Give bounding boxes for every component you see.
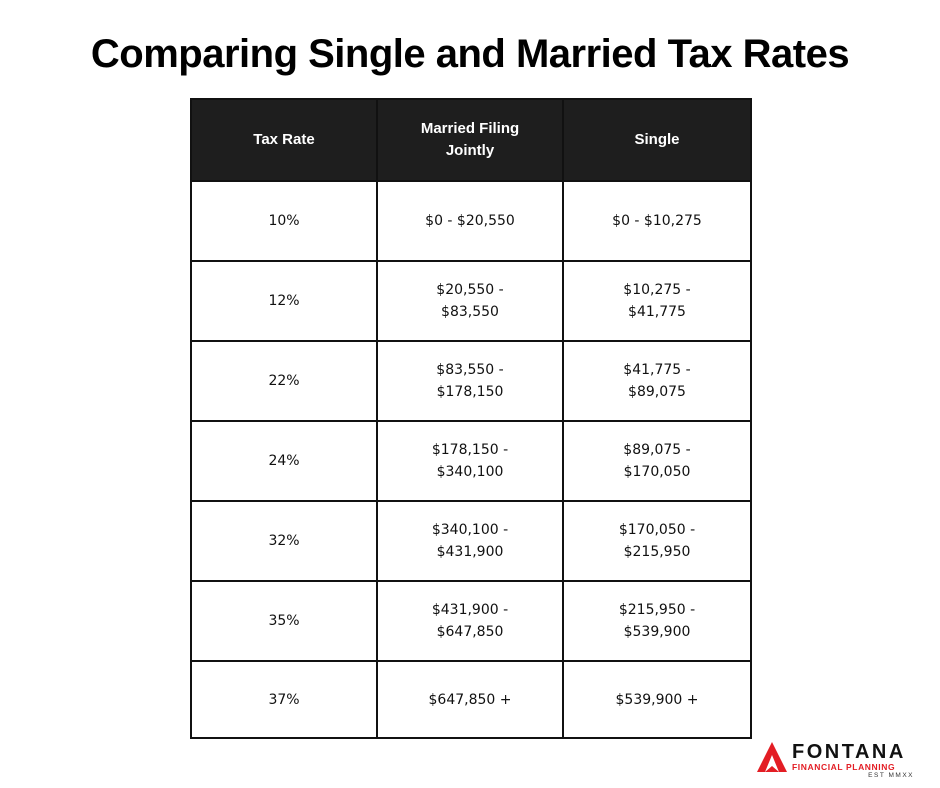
married-range-cell: $83,550 - $178,150	[376, 340, 564, 422]
tax-rate-cell: 22%	[190, 340, 378, 422]
table-row: 32% $340,100 - $431,900 $170,050 - $215,…	[190, 500, 752, 582]
married-range-cell: $340,100 - $431,900	[376, 500, 564, 582]
fontana-logo: FONTANA FINANCIAL PLANNING EST MMXX	[756, 741, 916, 781]
married-range-cell: $0 - $20,550	[376, 180, 564, 262]
tax-rate-cell: 32%	[190, 500, 378, 582]
tax-rate-cell: 12%	[190, 260, 378, 342]
table-header-row: Tax Rate Married Filing Jointly Single	[190, 98, 752, 182]
logo-est: EST MMXX	[868, 772, 914, 779]
tax-rate-table: Tax Rate Married Filing Jointly Single 1…	[190, 98, 752, 739]
header-single: Single	[562, 98, 752, 182]
single-range-cell: $89,075 - $170,050	[562, 420, 752, 502]
table-row: 10% $0 - $20,550 $0 - $10,275	[190, 180, 752, 262]
single-range-cell: $0 - $10,275	[562, 180, 752, 262]
married-range-cell: $178,150 - $340,100	[376, 420, 564, 502]
table-row: 24% $178,150 - $340,100 $89,075 - $170,0…	[190, 420, 752, 502]
table-row: 37% $647,850 + $539,900 +	[190, 660, 752, 739]
married-range-cell: $431,900 - $647,850	[376, 580, 564, 662]
single-range-cell: $215,950 - $539,900	[562, 580, 752, 662]
table-row: 22% $83,550 - $178,150 $41,775 - $89,075	[190, 340, 752, 422]
married-range-cell: $647,850 +	[376, 660, 564, 739]
table-row: 35% $431,900 - $647,850 $215,950 - $539,…	[190, 580, 752, 662]
header-tax-rate: Tax Rate	[190, 98, 378, 182]
table-row: 12% $20,550 - $83,550 $10,275 - $41,775	[190, 260, 752, 342]
logo-tagline: FINANCIAL PLANNING	[792, 762, 896, 772]
tax-rate-cell: 10%	[190, 180, 378, 262]
single-range-cell: $10,275 - $41,775	[562, 260, 752, 342]
tax-rate-cell: 37%	[190, 660, 378, 739]
married-range-cell: $20,550 - $83,550	[376, 260, 564, 342]
page-title: Comparing Single and Married Tax Rates	[90, 32, 850, 76]
single-range-cell: $539,900 +	[562, 660, 752, 739]
header-married-filing-jointly: Married Filing Jointly	[376, 98, 564, 182]
single-range-cell: $170,050 - $215,950	[562, 500, 752, 582]
tax-rate-cell: 24%	[190, 420, 378, 502]
tax-rate-cell: 35%	[190, 580, 378, 662]
fontana-triangle-icon	[757, 742, 787, 772]
single-range-cell: $41,775 - $89,075	[562, 340, 752, 422]
logo-name: FONTANA	[792, 741, 906, 763]
